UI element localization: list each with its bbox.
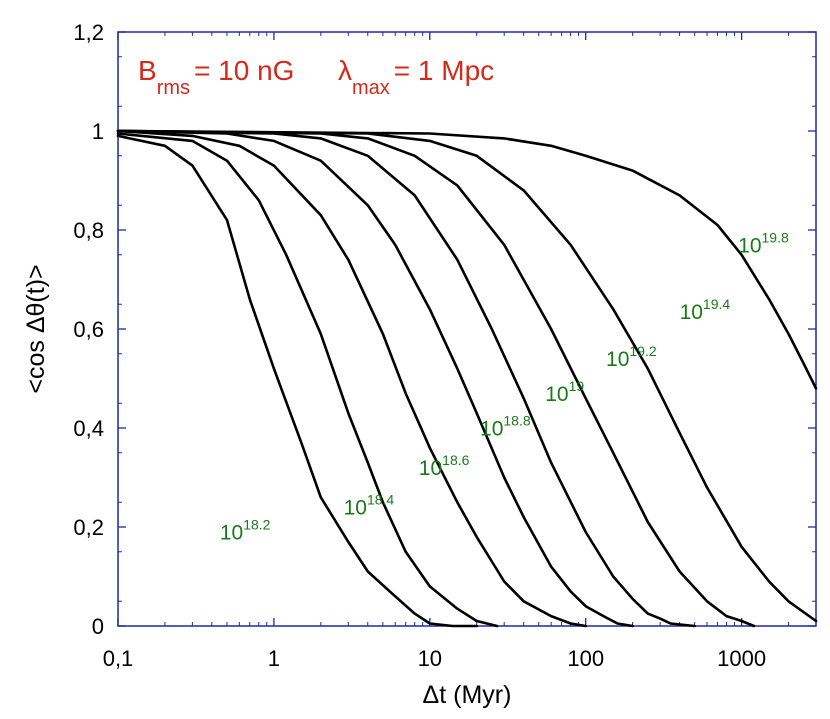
title-lambda-value: = 1 Mpc <box>394 55 494 86</box>
series-label: 1019.2 <box>606 343 657 371</box>
title-b-subscript: rms <box>157 77 190 99</box>
y-axis-ticks: 0 0,2 0,4 0,6 0,8 1 1,2 <box>73 20 816 639</box>
series-label-base: 10 <box>344 497 367 520</box>
y-tick-label: 0,4 <box>73 416 104 441</box>
series-labels: 1018.21018.41018.61018.810191019.21019.4… <box>220 229 789 544</box>
series-line <box>116 134 478 628</box>
y-tick-label: 0 <box>92 614 104 639</box>
series-label-exponent: 19.2 <box>629 343 656 359</box>
series-label: 1018.6 <box>419 452 470 480</box>
title-lambda-symbol: λ <box>338 55 352 86</box>
series-line <box>116 129 634 628</box>
series-label-exponent: 18.8 <box>503 412 530 428</box>
y-axis-title: <cos Δθ(t)> <box>22 264 50 393</box>
series-label-exponent: 18.6 <box>442 452 469 468</box>
series-label-base: 10 <box>545 383 568 406</box>
series-label-base: 10 <box>419 457 442 480</box>
series-label-base: 10 <box>680 301 703 324</box>
y-tick-label: 1,2 <box>73 20 104 45</box>
series-line <box>116 129 818 623</box>
y-tick-label: 1 <box>92 119 104 144</box>
y-tick-label: 0,6 <box>73 317 104 342</box>
series-label: 1018.8 <box>480 412 531 440</box>
series-label-base: 10 <box>220 521 243 544</box>
series-label-exponent: 19.4 <box>703 296 730 312</box>
x-tick-label: 1000 <box>717 646 766 671</box>
series-line <box>116 129 818 390</box>
series-line <box>116 129 587 628</box>
x-tick-label: 1 <box>268 646 280 671</box>
series-label-exponent: 18.2 <box>243 516 270 532</box>
title-b-value: = 10 nG <box>194 55 294 86</box>
series-label: 1019.8 <box>738 229 789 257</box>
series-curves <box>116 129 818 628</box>
title-lambda-subscript: max <box>352 77 390 99</box>
x-tick-label: 0,1 <box>103 646 134 671</box>
series-label: 1018.2 <box>220 516 271 544</box>
series-label-exponent: 18.4 <box>367 492 394 508</box>
x-tick-label: 100 <box>567 646 604 671</box>
series-label-exponent: 19 <box>569 378 585 394</box>
series-line <box>116 129 696 628</box>
series-label-exponent: 19.8 <box>762 229 789 245</box>
series-label: 1019.4 <box>680 296 731 324</box>
title-b-symbol: B <box>138 55 157 86</box>
series-label: 1019 <box>545 378 584 406</box>
chart-title: Brms= 10 nG λmax= 1 Mpc <box>138 55 494 99</box>
x-axis-ticks: 0,1 1 10 100 1000 <box>103 32 790 671</box>
series-label-base: 10 <box>738 234 761 257</box>
series-label-base: 10 <box>480 417 503 440</box>
y-tick-label: 0,2 <box>73 515 104 540</box>
x-tick-label: 10 <box>418 646 442 671</box>
x-axis-title: Δt (Myr) <box>423 681 512 709</box>
series-line <box>116 129 756 628</box>
y-tick-label: 0,8 <box>73 218 104 243</box>
series-label-base: 10 <box>606 348 629 371</box>
series-line <box>116 132 499 628</box>
series-label: 1018.4 <box>344 492 395 520</box>
